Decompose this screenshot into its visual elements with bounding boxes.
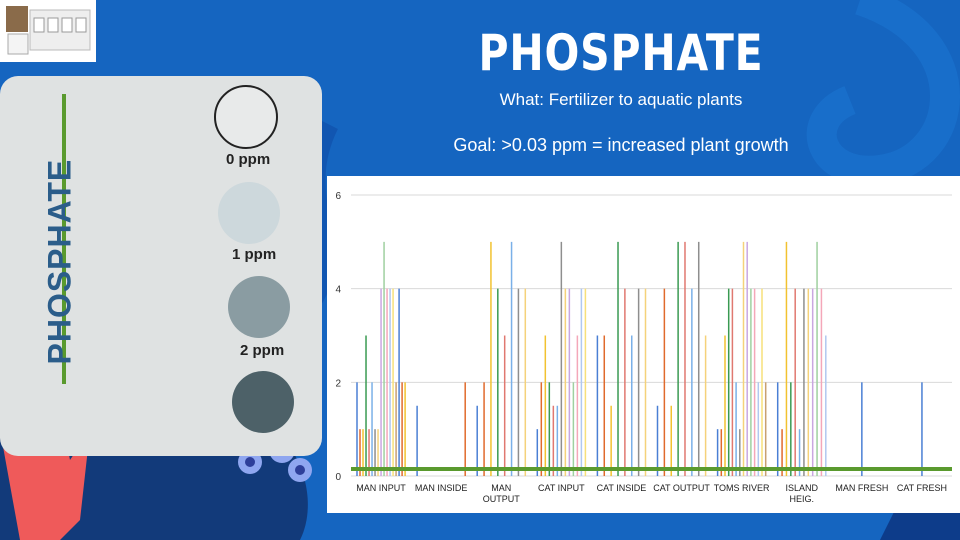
- y-tick-label: 2: [335, 378, 341, 389]
- y-tick-label: 0: [335, 472, 341, 483]
- slide-title: PHOSPHATE: [478, 24, 764, 82]
- x-category-label: OUTPUT: [483, 494, 521, 504]
- swatch-0ppm: [214, 85, 278, 149]
- swatch-label-2ppm: 2 ppm: [240, 342, 285, 359]
- x-category-label: MAN FRESH: [835, 483, 888, 493]
- slide-subtitle: What: Fertilizer to aquatic plants: [499, 90, 743, 109]
- phosphate-chart-panel: 0 2 4 6 MAN INPUT MAN INSIDE MAN OUTPUT CAT INPU…: [327, 176, 960, 513]
- x-category-label: MAN INSIDE: [415, 483, 468, 493]
- x-category-label: CAT FRESH: [897, 483, 947, 493]
- x-category-label: CAT OUTPUT: [653, 483, 710, 493]
- x-category-label: CAT INSIDE: [597, 483, 647, 493]
- x-category-label: TOMS RIVER: [714, 483, 770, 493]
- swatch-label-0ppm: 0 ppm: [226, 151, 271, 168]
- y-tick-label: 6: [335, 191, 341, 202]
- swatch-label-1ppm: 1 ppm: [232, 246, 277, 263]
- slide-goal: Goal: >0.03 ppm = increased plant growth: [453, 135, 789, 155]
- x-category-label: MAN INPUT: [356, 483, 406, 493]
- test-kit-product-image: [0, 0, 96, 62]
- card-green-stripe: [62, 94, 66, 384]
- phosphate-color-card: PHOSPHATE 0 ppm 1 ppm 2 ppm: [0, 76, 322, 456]
- x-category-label: MAN: [491, 483, 511, 493]
- swatch-3ppm: [232, 371, 294, 433]
- swatch-2ppm: [228, 276, 290, 338]
- x-category-label: ISLAND: [785, 483, 818, 493]
- x-category-label: HEIG.: [789, 494, 814, 504]
- swatch-1ppm: [218, 182, 280, 244]
- x-category-label: CAT INPUT: [538, 483, 585, 493]
- card-label: PHOSPHATE: [41, 158, 78, 365]
- y-tick-label: 4: [335, 285, 341, 296]
